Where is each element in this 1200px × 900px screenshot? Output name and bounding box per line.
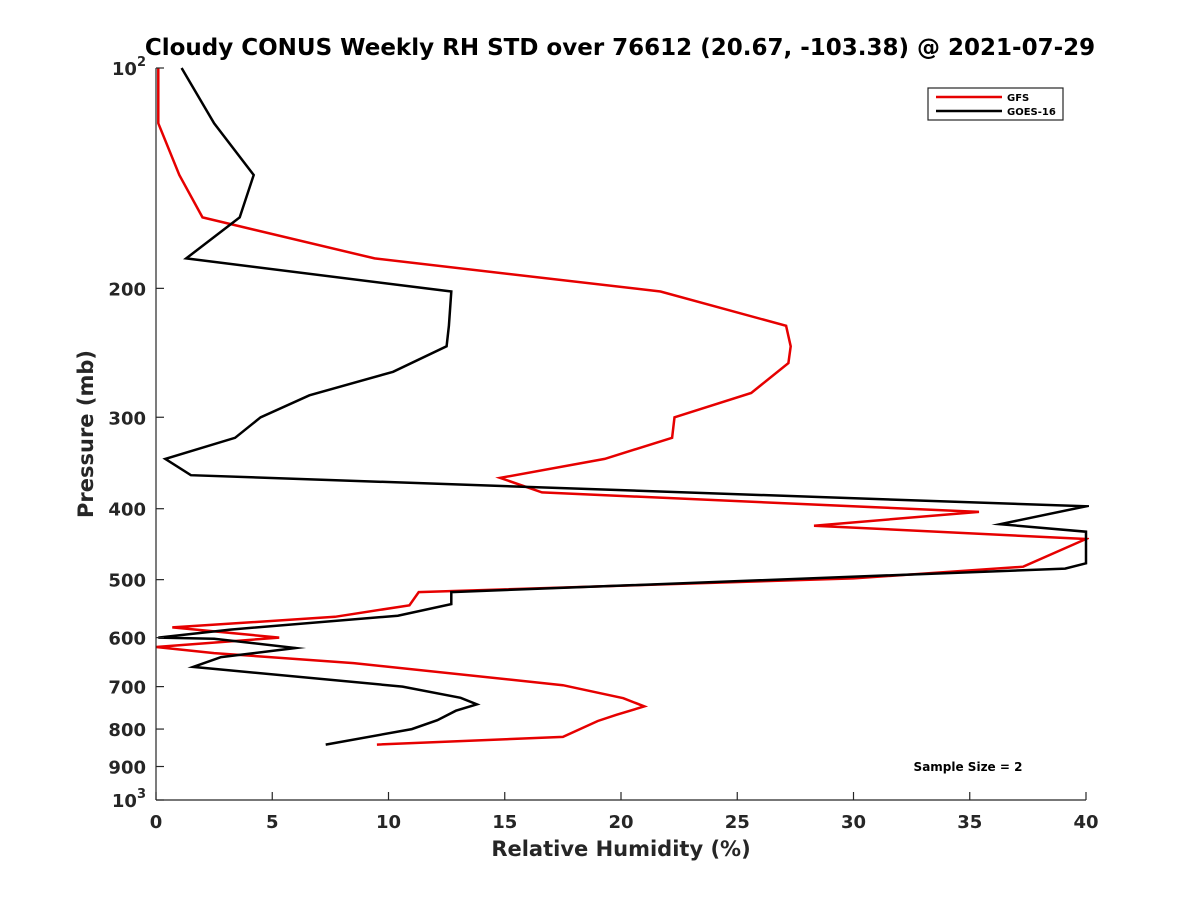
legend-box	[927, 87, 1064, 121]
y-tick-label: 900	[108, 758, 146, 779]
x-axis-label: Relative Humidity (%)	[491, 837, 750, 861]
y-tick-label: 700	[108, 678, 146, 699]
y-tick-label: 600	[108, 629, 146, 650]
x-tick-label: 25	[725, 812, 750, 833]
y-tick-label: 200	[108, 279, 146, 300]
y-tick-label: 500	[108, 571, 146, 592]
plot-background	[156, 68, 1086, 800]
series-line-goes16	[158, 67, 1089, 746]
legend-label-gfs: GFS	[1007, 93, 1029, 104]
x-tick-label: 35	[957, 812, 982, 833]
x-tick-label: 40	[1073, 812, 1098, 833]
x-tick-label: 10	[376, 812, 401, 833]
sample-size-annotation: Sample Size = 2	[914, 760, 1023, 774]
series-layer	[156, 67, 1089, 746]
y-tick-label: 400	[108, 500, 146, 521]
y-tick-label: 103	[112, 787, 146, 812]
y-tick-label: 300	[108, 408, 146, 429]
y-axis-label: Pressure (mb)	[74, 350, 98, 518]
plot-area: 0 5 10 15 20 25 30 35 40 102 200 300 400 500 600 700 80…	[108, 55, 1098, 833]
x-tick-label: 15	[492, 812, 517, 833]
legend: GFS GOES-16	[927, 87, 1064, 121]
x-tick-label: 5	[266, 812, 279, 833]
x-tick-label: 30	[841, 812, 866, 833]
legend-label-goes16: GOES-16	[1007, 107, 1056, 118]
x-tick-label: 0	[150, 812, 163, 833]
y-tick-label: 800	[108, 720, 146, 741]
x-axis-ticks: 0 5 10 15 20 25 30 35 40	[150, 792, 1099, 833]
x-tick-label: 20	[608, 812, 633, 833]
chart-title: Cloudy CONUS Weekly RH STD over 76612 (2…	[145, 35, 1095, 61]
y-axis-ticks: 102 200 300 400 500 600 700 800 900 103	[108, 55, 164, 812]
y-tick-label: 102	[112, 55, 146, 80]
